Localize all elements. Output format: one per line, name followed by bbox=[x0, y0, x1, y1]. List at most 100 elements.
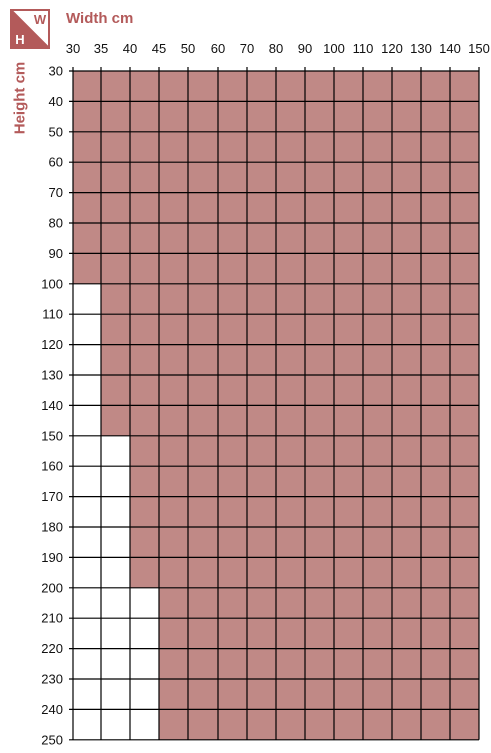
available-size-cell bbox=[305, 557, 334, 588]
unavailable-size-cell bbox=[73, 344, 101, 375]
available-size-cell bbox=[218, 466, 247, 497]
height-tick-label: 240 bbox=[41, 702, 63, 717]
width-tick-label: 90 bbox=[298, 41, 312, 56]
available-size-cell bbox=[101, 344, 130, 375]
available-size-cell bbox=[450, 131, 479, 163]
height-tick-label: 170 bbox=[41, 489, 63, 504]
unavailable-size-cell bbox=[101, 618, 130, 649]
width-tick-label: 40 bbox=[123, 41, 137, 56]
available-size-cell bbox=[247, 101, 276, 132]
unavailable-size-cell bbox=[101, 679, 130, 710]
available-size-cell bbox=[363, 375, 392, 406]
available-size-cell bbox=[188, 101, 218, 132]
available-size-cell bbox=[73, 71, 101, 102]
available-size-cell bbox=[421, 587, 450, 619]
available-size-cell bbox=[218, 496, 247, 527]
height-tick-label: 90 bbox=[49, 246, 63, 261]
available-size-cell bbox=[73, 192, 101, 223]
available-size-cell bbox=[130, 466, 159, 497]
available-size-cell bbox=[247, 466, 276, 497]
available-size-cell bbox=[305, 101, 334, 132]
available-size-cell bbox=[334, 679, 363, 710]
available-size-cell bbox=[421, 709, 450, 740]
available-size-cell bbox=[159, 101, 188, 132]
available-size-cell bbox=[305, 435, 334, 467]
available-size-cell bbox=[334, 527, 363, 558]
available-size-cell bbox=[101, 162, 130, 193]
available-size-cell bbox=[130, 527, 159, 558]
available-size-cell bbox=[218, 527, 247, 558]
available-size-cell bbox=[188, 192, 218, 223]
available-size-cell bbox=[392, 709, 421, 740]
available-size-cell bbox=[305, 466, 334, 497]
available-size-cell bbox=[450, 435, 479, 467]
available-size-cell bbox=[159, 131, 188, 163]
available-size-cell bbox=[450, 192, 479, 223]
available-size-cell bbox=[188, 131, 218, 163]
available-size-cell bbox=[159, 314, 188, 345]
available-size-cell bbox=[363, 223, 392, 254]
available-size-cell bbox=[218, 375, 247, 406]
height-tick-label: 120 bbox=[41, 337, 63, 352]
unavailable-size-cell bbox=[73, 375, 101, 406]
available-size-cell bbox=[247, 405, 276, 436]
height-tick-label: 160 bbox=[41, 459, 63, 474]
height-tick-label: 250 bbox=[41, 732, 63, 747]
available-size-cell bbox=[188, 71, 218, 102]
available-size-cell bbox=[305, 405, 334, 436]
width-tick-label: 150 bbox=[468, 41, 490, 56]
available-size-cell bbox=[334, 253, 363, 284]
unavailable-size-cell bbox=[101, 648, 130, 679]
available-size-cell bbox=[450, 527, 479, 558]
available-size-cell bbox=[130, 162, 159, 193]
available-size-cell bbox=[218, 587, 247, 619]
available-size-cell bbox=[334, 162, 363, 193]
available-size-cell bbox=[276, 496, 305, 527]
available-size-cell bbox=[334, 709, 363, 740]
height-tick-label: 50 bbox=[49, 124, 63, 139]
available-size-cell bbox=[130, 435, 159, 467]
available-size-cell bbox=[421, 466, 450, 497]
available-size-cell bbox=[305, 709, 334, 740]
available-size-cell bbox=[218, 679, 247, 710]
available-size-cell bbox=[247, 162, 276, 193]
available-size-cell bbox=[421, 435, 450, 467]
width-tick-label: 60 bbox=[211, 41, 225, 56]
available-size-cell bbox=[334, 435, 363, 467]
available-size-cell bbox=[276, 283, 305, 315]
available-size-cell bbox=[188, 557, 218, 588]
available-size-cell bbox=[247, 223, 276, 254]
available-size-cell bbox=[276, 162, 305, 193]
available-size-cell bbox=[392, 192, 421, 223]
unavailable-size-cell bbox=[73, 283, 101, 315]
badge-border bbox=[10, 9, 50, 49]
width-tick-label: 130 bbox=[410, 41, 432, 56]
available-size-cell bbox=[421, 71, 450, 102]
available-size-cell bbox=[159, 375, 188, 406]
available-size-cell bbox=[159, 587, 188, 619]
available-size-cell bbox=[276, 557, 305, 588]
available-size-cell bbox=[159, 405, 188, 436]
available-size-cell bbox=[130, 405, 159, 436]
available-size-cell bbox=[305, 527, 334, 558]
unavailable-size-cell bbox=[101, 587, 130, 619]
available-size-cell bbox=[305, 375, 334, 406]
available-size-cell bbox=[334, 587, 363, 619]
available-size-cell bbox=[363, 557, 392, 588]
available-size-cell bbox=[188, 344, 218, 375]
available-size-cell bbox=[334, 101, 363, 132]
available-size-cell bbox=[450, 162, 479, 193]
available-size-cell bbox=[276, 466, 305, 497]
available-size-cell bbox=[392, 71, 421, 102]
available-size-cell bbox=[218, 314, 247, 345]
width-tick-label: 35 bbox=[94, 41, 108, 56]
available-size-cell bbox=[363, 131, 392, 163]
available-size-cell bbox=[247, 557, 276, 588]
available-size-cell bbox=[130, 192, 159, 223]
available-size-cell bbox=[276, 375, 305, 406]
available-size-cell bbox=[392, 131, 421, 163]
available-size-cell bbox=[130, 131, 159, 163]
available-size-cell bbox=[450, 283, 479, 315]
available-size-cell bbox=[188, 435, 218, 467]
width-tick-label: 45 bbox=[152, 41, 166, 56]
